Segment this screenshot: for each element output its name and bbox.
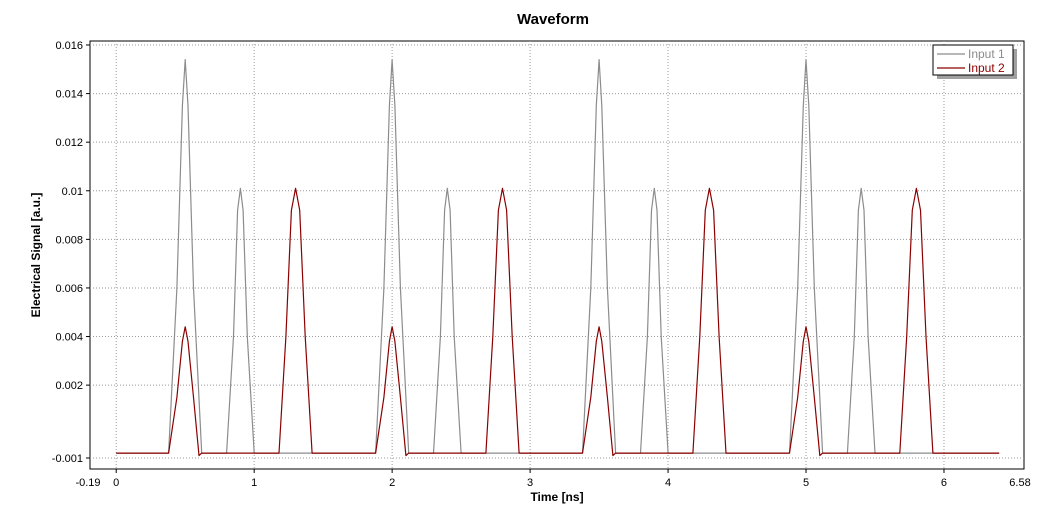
y-tick-label: 0.008: [55, 234, 83, 246]
y-axis-title: Electrical Signal [a.u.]: [29, 193, 43, 318]
series-line-2: [116, 187, 1000, 457]
legend-box: [932, 44, 1014, 76]
x-max-label: 6.58: [1009, 477, 1030, 489]
y-axis-ticks: 0.016 0.014 0.012 0.01 0.008 0.006 0.004 0.002 -…: [52, 40, 90, 465]
series-lines: [116, 58, 1000, 457]
legend-label: Input 1: [968, 47, 1005, 61]
x-axis-ticks: 0 1 2 3 4 5 6 -0.19 6.58: [75, 469, 1031, 489]
chart-title: Waveform: [517, 11, 589, 28]
y-tick-label: 0.002: [55, 380, 83, 392]
y-tick-label: -0.001: [52, 453, 83, 465]
x-tick-label: 0: [113, 477, 119, 489]
x-tick-label: 1: [251, 477, 257, 489]
x-min-label: -0.19: [75, 477, 100, 489]
y-tick-label: 0.012: [55, 137, 83, 149]
plot-area: [89, 40, 1025, 470]
legend-label: Input 2: [968, 61, 1005, 75]
y-tick-label: 0.006: [55, 283, 83, 295]
y-tick-label: 0.016: [55, 40, 83, 52]
x-tick-label: 6: [941, 477, 947, 489]
x-tick-label: 2: [389, 477, 395, 489]
x-axis-title: Time [ns]: [530, 490, 583, 504]
x-tick-label: 3: [527, 477, 533, 489]
y-tick-label: 0.004: [55, 332, 83, 344]
y-tick-label: 0.014: [55, 89, 83, 101]
x-tick-label: 5: [803, 477, 809, 489]
y-tick-label: 0.01: [62, 186, 83, 198]
x-tick-label: 4: [665, 477, 671, 489]
